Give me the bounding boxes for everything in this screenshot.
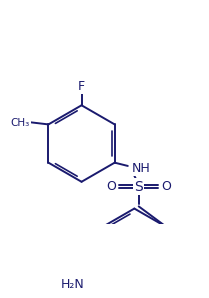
Text: CH₃: CH₃: [11, 118, 30, 128]
Text: H₂N: H₂N: [61, 278, 85, 291]
Text: F: F: [78, 80, 85, 93]
Text: O: O: [106, 180, 116, 193]
Text: O: O: [161, 180, 171, 193]
Text: NH: NH: [132, 162, 151, 175]
Text: S: S: [134, 180, 143, 194]
